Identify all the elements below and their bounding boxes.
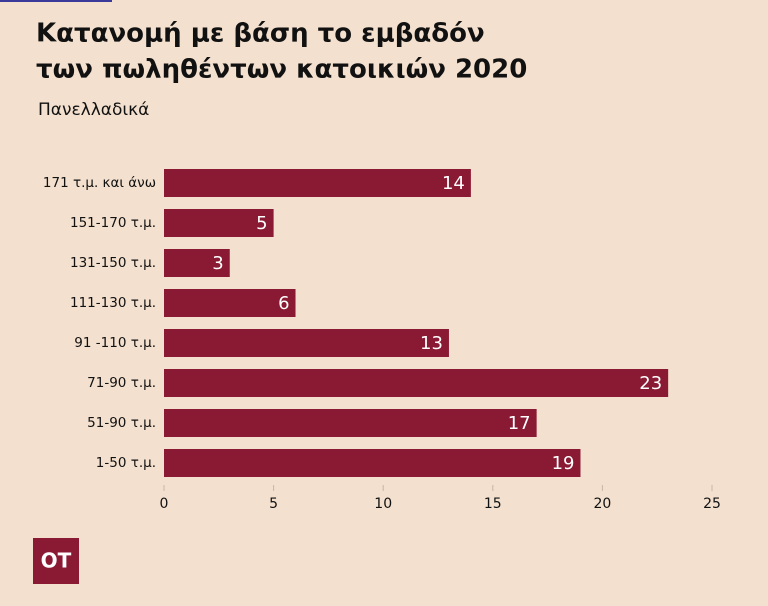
x-tick-label: 20 bbox=[593, 496, 611, 512]
y-tick-label: 151-170 τ.μ. bbox=[70, 215, 156, 231]
chart-title: των πωληθέντων κατοικιών 2020 bbox=[36, 55, 527, 85]
chart-title: Κατανομή με βάση το εμβαδόν bbox=[36, 19, 485, 49]
bar bbox=[164, 289, 296, 317]
value-label: 23 bbox=[639, 373, 662, 394]
bar bbox=[164, 369, 669, 397]
x-tick-label: 0 bbox=[160, 496, 169, 512]
x-tick-label: 25 bbox=[703, 496, 721, 512]
x-tick-label: 10 bbox=[374, 496, 392, 512]
value-label: 17 bbox=[508, 413, 531, 434]
bar bbox=[164, 329, 449, 357]
value-label: 6 bbox=[278, 293, 289, 314]
logo: OT bbox=[41, 549, 72, 573]
y-tick-label: 131-150 τ.μ. bbox=[70, 255, 156, 271]
value-label: 3 bbox=[212, 253, 223, 274]
bar bbox=[164, 249, 230, 277]
chart-subtitle: Πανελλαδικά bbox=[38, 100, 149, 120]
value-label: 5 bbox=[256, 213, 267, 234]
y-tick-label: 171 τ.μ. και άνω bbox=[43, 175, 156, 191]
y-tick-label: 91 -110 τ.μ. bbox=[74, 335, 156, 351]
bar bbox=[164, 209, 274, 237]
x-tick-label: 15 bbox=[484, 496, 502, 512]
y-tick-label: 111-130 τ.μ. bbox=[70, 295, 156, 311]
logo-box bbox=[33, 538, 79, 584]
y-tick-label: 71-90 τ.μ. bbox=[87, 375, 156, 391]
value-label: 14 bbox=[442, 173, 465, 194]
bar bbox=[164, 169, 471, 197]
y-tick-label: 51-90 τ.μ. bbox=[87, 415, 156, 431]
value-label: 13 bbox=[420, 333, 443, 354]
bar bbox=[164, 449, 581, 477]
value-label: 19 bbox=[552, 453, 575, 474]
x-tick-label: 5 bbox=[269, 496, 278, 512]
y-tick-label: 1-50 τ.μ. bbox=[96, 455, 156, 471]
bar bbox=[164, 409, 537, 437]
